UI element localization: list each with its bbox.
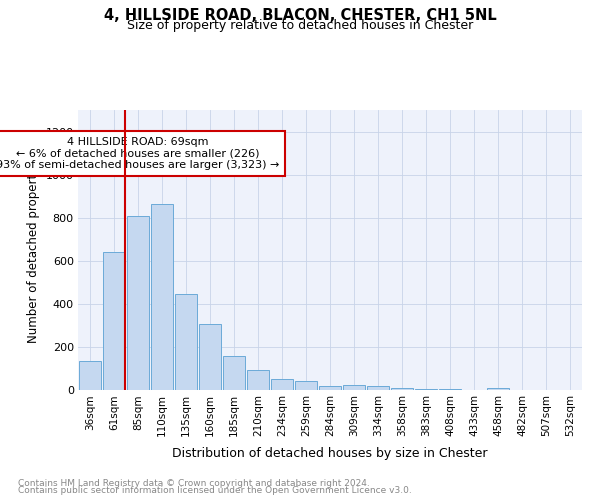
Bar <box>127 216 149 390</box>
Bar <box>175 294 197 390</box>
Bar <box>247 370 269 390</box>
Bar <box>439 389 461 390</box>
Bar <box>79 361 101 390</box>
Bar <box>319 386 341 390</box>
Bar <box>103 252 125 390</box>
Bar <box>367 386 389 390</box>
Text: Contains HM Land Registry data © Crown copyright and database right 2024.: Contains HM Land Registry data © Crown c… <box>18 478 370 488</box>
Bar <box>271 379 293 390</box>
Bar <box>223 356 245 390</box>
Bar <box>487 388 509 390</box>
Bar <box>415 389 437 390</box>
Text: Size of property relative to detached houses in Chester: Size of property relative to detached ho… <box>127 19 473 32</box>
Text: Contains public sector information licensed under the Open Government Licence v3: Contains public sector information licen… <box>18 486 412 495</box>
X-axis label: Distribution of detached houses by size in Chester: Distribution of detached houses by size … <box>172 448 488 460</box>
Bar <box>391 388 413 390</box>
Y-axis label: Number of detached properties: Number of detached properties <box>27 157 40 343</box>
Bar <box>343 386 365 390</box>
Text: 4 HILLSIDE ROAD: 69sqm
← 6% of detached houses are smaller (226)
93% of semi-det: 4 HILLSIDE ROAD: 69sqm ← 6% of detached … <box>0 137 280 170</box>
Text: 4, HILLSIDE ROAD, BLACON, CHESTER, CH1 5NL: 4, HILLSIDE ROAD, BLACON, CHESTER, CH1 5… <box>104 8 496 22</box>
Bar <box>199 324 221 390</box>
Bar <box>295 381 317 390</box>
Bar <box>151 204 173 390</box>
